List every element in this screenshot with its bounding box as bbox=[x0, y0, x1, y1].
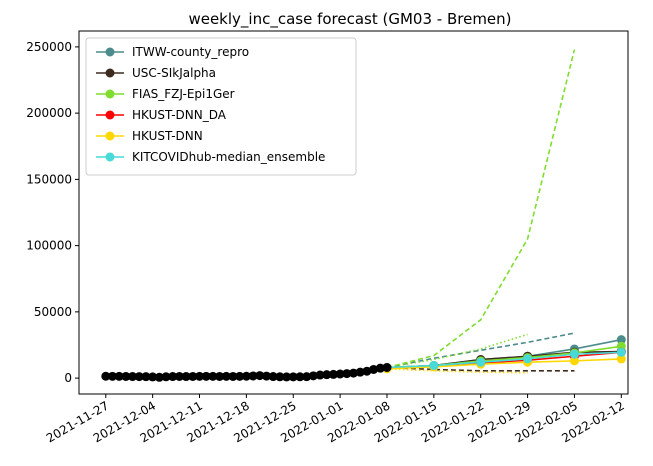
observed-point bbox=[201, 371, 211, 381]
observed-point bbox=[121, 371, 131, 381]
legend-label: USC-SIkJalpha bbox=[132, 66, 216, 80]
y-tick-label: 50000 bbox=[34, 305, 72, 319]
observed-point bbox=[107, 371, 117, 381]
series-line-kitcovidhub-median-ensemble bbox=[386, 351, 622, 369]
legend-label: HKUST-DNN bbox=[132, 129, 203, 143]
observed-point bbox=[282, 372, 292, 382]
point-kitcovidhub-median-ensemble bbox=[616, 347, 626, 357]
observed-point bbox=[181, 372, 191, 382]
observed-point bbox=[261, 371, 271, 381]
point-kitcovidhub-median-ensemble bbox=[523, 354, 533, 364]
observed-point bbox=[349, 368, 358, 378]
observed-point bbox=[228, 371, 238, 381]
legend-marker bbox=[105, 110, 115, 120]
observed-point bbox=[148, 372, 158, 382]
point-hkust-dnn bbox=[569, 356, 579, 366]
observed-point bbox=[322, 370, 332, 380]
observed-point bbox=[208, 371, 218, 381]
observed-point bbox=[221, 371, 231, 381]
legend-marker bbox=[105, 47, 115, 57]
observed-point bbox=[355, 367, 365, 377]
y-tick-label: 150000 bbox=[26, 172, 72, 186]
point-itww-county-repro bbox=[616, 335, 626, 345]
legend-label: ITWW-county_repro bbox=[132, 45, 249, 59]
forecast-dashed-usc-sikjalpha bbox=[386, 366, 575, 372]
y-axis: 0 50000 100000 150000 200000 250000 bbox=[26, 40, 79, 385]
observed-point bbox=[302, 372, 312, 382]
observed-point bbox=[375, 363, 385, 373]
point-kitcovidhub-median-ensemble bbox=[476, 357, 486, 367]
observed-point bbox=[241, 371, 251, 381]
point-hkust-dnn bbox=[616, 354, 626, 364]
series-line-fias-fzj-epi1ger bbox=[386, 345, 622, 369]
observed-point bbox=[328, 369, 338, 379]
y-tick-label: 100000 bbox=[26, 239, 72, 253]
observed-point bbox=[255, 371, 265, 381]
observed-point bbox=[275, 372, 285, 382]
observed-point bbox=[295, 372, 305, 382]
observed-point bbox=[382, 363, 392, 373]
plot-marks bbox=[101, 49, 626, 382]
observed-point bbox=[161, 372, 171, 382]
observed-point bbox=[134, 372, 144, 382]
forecast-dotted-hkust-dnn bbox=[386, 368, 528, 374]
observed-point bbox=[342, 369, 352, 379]
legend-marker bbox=[105, 68, 115, 78]
series-line-hkust-dnn bbox=[386, 358, 622, 370]
observed-point bbox=[154, 372, 164, 382]
observed-point bbox=[308, 371, 318, 381]
observed-point bbox=[195, 371, 205, 381]
observed-point bbox=[141, 372, 151, 382]
observed-point bbox=[101, 371, 111, 381]
legend: ITWW-county_repro USC-SIkJalpha FIAS_FZJ-E… bbox=[85, 37, 357, 176]
legend-box bbox=[85, 37, 357, 176]
point-kitcovidhub-median-ensemble bbox=[569, 349, 579, 359]
observed-point bbox=[235, 371, 245, 381]
observed-point bbox=[268, 372, 278, 382]
legend-marker bbox=[105, 89, 115, 99]
forecast-dotted-fias-fzj-epi1ger bbox=[386, 333, 528, 369]
observed-point bbox=[335, 369, 345, 379]
observed-point bbox=[168, 372, 178, 382]
observed-point bbox=[188, 371, 198, 381]
observed-point bbox=[215, 371, 225, 381]
observed-point bbox=[114, 371, 124, 381]
observed-point bbox=[288, 372, 298, 382]
observed-point bbox=[174, 371, 184, 381]
observed-point bbox=[128, 372, 138, 382]
y-tick-label: 0 bbox=[64, 371, 72, 385]
forecast-dashed-fias-fzj-epi1ger bbox=[386, 49, 576, 369]
legend-label: HKUST-DNN_DA bbox=[132, 108, 227, 122]
legend-marker bbox=[105, 131, 115, 141]
point-kitcovidhub-median-ensemble bbox=[429, 361, 439, 371]
observed-point bbox=[248, 371, 258, 381]
observed-point bbox=[315, 370, 325, 380]
legend-marker bbox=[105, 152, 115, 162]
chart-title: weekly_inc_case forecast (GM03 - Bremen) bbox=[188, 10, 511, 29]
axes-frame bbox=[78, 30, 629, 395]
legend-label: FIAS_FZJ-Epi1Ger bbox=[132, 87, 235, 101]
x-axis: 2021-11-272021-12-042021-12-112021-12-18… bbox=[44, 394, 627, 445]
y-tick-label: 250000 bbox=[26, 40, 72, 54]
legend-label: KITCOVIDhub-median_ensemble bbox=[132, 150, 325, 164]
y-tick-label: 200000 bbox=[26, 106, 72, 120]
observed-point bbox=[369, 364, 379, 374]
